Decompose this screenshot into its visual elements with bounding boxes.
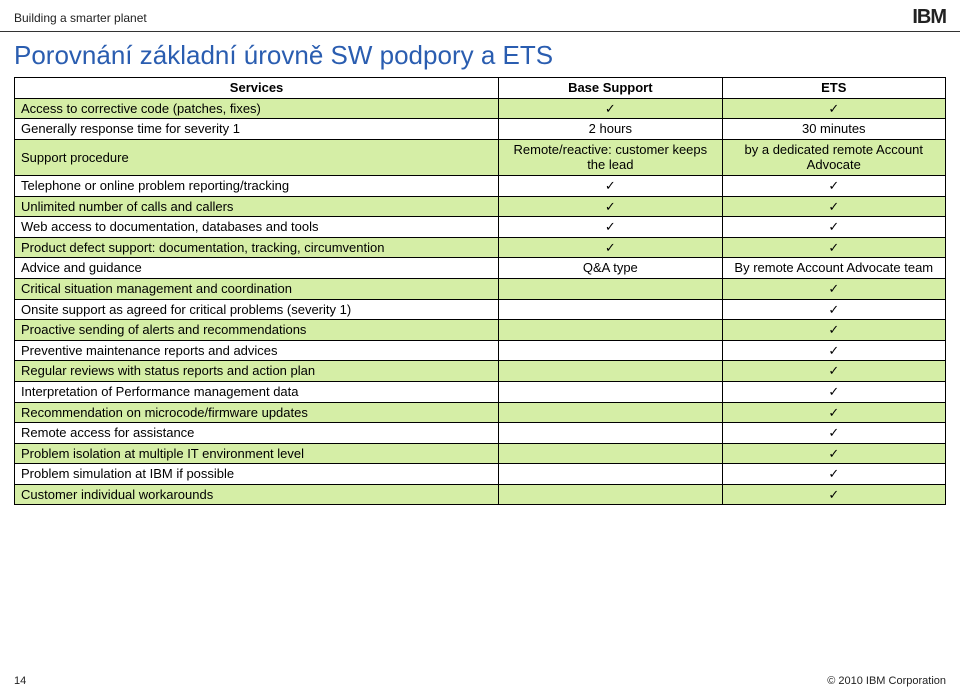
table-row: Onsite support as agreed for critical pr… [15,299,946,320]
table-header-row: Services Base Support ETS [15,78,946,99]
cell-service: Access to corrective code (patches, fixe… [15,98,499,119]
table-row: Generally response time for severity 12 … [15,119,946,140]
cell-base [499,299,722,320]
cell-service: Recommendation on microcode/firmware upd… [15,402,499,423]
cell-service: Telephone or online problem reporting/tr… [15,175,499,196]
cell-ets: ✓ [722,361,945,382]
cell-service: Advice and guidance [15,258,499,279]
cell-ets: ✓ [722,217,945,238]
cell-ets: ✓ [722,299,945,320]
cell-ets: By remote Account Advocate team [722,258,945,279]
cell-base [499,443,722,464]
table-row: Preventive maintenance reports and advic… [15,340,946,361]
table-row: Customer individual workarounds ✓ [15,484,946,505]
cell-ets: ✓ [722,98,945,119]
cell-base [499,278,722,299]
cell-service: Problem isolation at multiple IT environ… [15,443,499,464]
cell-service: Proactive sending of alerts and recommen… [15,320,499,341]
cell-base: ✓ [499,196,722,217]
cell-ets: by a dedicated remote Account Advocate [722,139,945,175]
cell-base [499,423,722,444]
cell-base: Remote/reactive: customer keeps the lead [499,139,722,175]
table-row: Problem isolation at multiple IT environ… [15,443,946,464]
cell-service: Remote access for assistance [15,423,499,444]
cell-ets: ✓ [722,423,945,444]
ibm-logo: IBM [912,6,946,29]
slide-footer: 14 © 2010 IBM Corporation [14,675,946,687]
cell-service: Regular reviews with status reports and … [15,361,499,382]
cell-service: Generally response time for severity 1 [15,119,499,140]
cell-base [499,484,722,505]
cell-ets: ✓ [722,381,945,402]
cell-ets: ✓ [722,237,945,258]
cell-ets: ✓ [722,320,945,341]
cell-service: Preventive maintenance reports and advic… [15,340,499,361]
table-row: Unlimited number of calls and callers✓✓ [15,196,946,217]
table-row: Access to corrective code (patches, fixe… [15,98,946,119]
page-number: 14 [14,675,26,687]
copyright: © 2010 IBM Corporation [827,675,946,687]
table-row: Remote access for assistance ✓ [15,423,946,444]
cell-ets: ✓ [722,196,945,217]
table-row: Support procedureRemote/reactive: custom… [15,139,946,175]
cell-ets: ✓ [722,484,945,505]
cell-base: ✓ [499,98,722,119]
cell-ets: ✓ [722,340,945,361]
table-row: Web access to documentation, databases a… [15,217,946,238]
cell-ets: ✓ [722,175,945,196]
cell-service: Support procedure [15,139,499,175]
page-title: Porovnání základní úrovně SW podpory a E… [0,32,960,77]
table-row: Product defect support: documentation, t… [15,237,946,258]
cell-service: Onsite support as agreed for critical pr… [15,299,499,320]
table-row: Problem simulation at IBM if possible ✓ [15,464,946,485]
cell-service: Critical situation management and coordi… [15,278,499,299]
cell-base [499,320,722,341]
cell-base: Q&A type [499,258,722,279]
cell-base: 2 hours [499,119,722,140]
col-services: Services [15,78,499,99]
cell-base: ✓ [499,237,722,258]
cell-ets: ✓ [722,402,945,423]
table-row: Recommendation on microcode/firmware upd… [15,402,946,423]
cell-base [499,381,722,402]
cell-ets: ✓ [722,464,945,485]
cell-service: Interpretation of Performance management… [15,381,499,402]
cell-ets: 30 minutes [722,119,945,140]
table-row: Regular reviews with status reports and … [15,361,946,382]
table-row: Interpretation of Performance management… [15,381,946,402]
cell-service: Unlimited number of calls and callers [15,196,499,217]
table-row: Proactive sending of alerts and recommen… [15,320,946,341]
cell-base [499,464,722,485]
cell-base [499,340,722,361]
comparison-table: Services Base Support ETS Access to corr… [14,77,946,505]
col-ets: ETS [722,78,945,99]
tagline: Building a smarter planet [14,11,147,25]
table-row: Telephone or online problem reporting/tr… [15,175,946,196]
cell-ets: ✓ [722,278,945,299]
cell-ets: ✓ [722,443,945,464]
cell-service: Web access to documentation, databases a… [15,217,499,238]
comparison-table-container: Services Base Support ETS Access to corr… [0,77,960,505]
slide-header: Building a smarter planet IBM [0,0,960,32]
table-row: Critical situation management and coordi… [15,278,946,299]
col-base-support: Base Support [499,78,722,99]
cell-service: Customer individual workarounds [15,484,499,505]
cell-base: ✓ [499,217,722,238]
cell-base: ✓ [499,175,722,196]
cell-base [499,361,722,382]
cell-base [499,402,722,423]
cell-service: Product defect support: documentation, t… [15,237,499,258]
cell-service: Problem simulation at IBM if possible [15,464,499,485]
table-row: Advice and guidanceQ&A typeBy remote Acc… [15,258,946,279]
